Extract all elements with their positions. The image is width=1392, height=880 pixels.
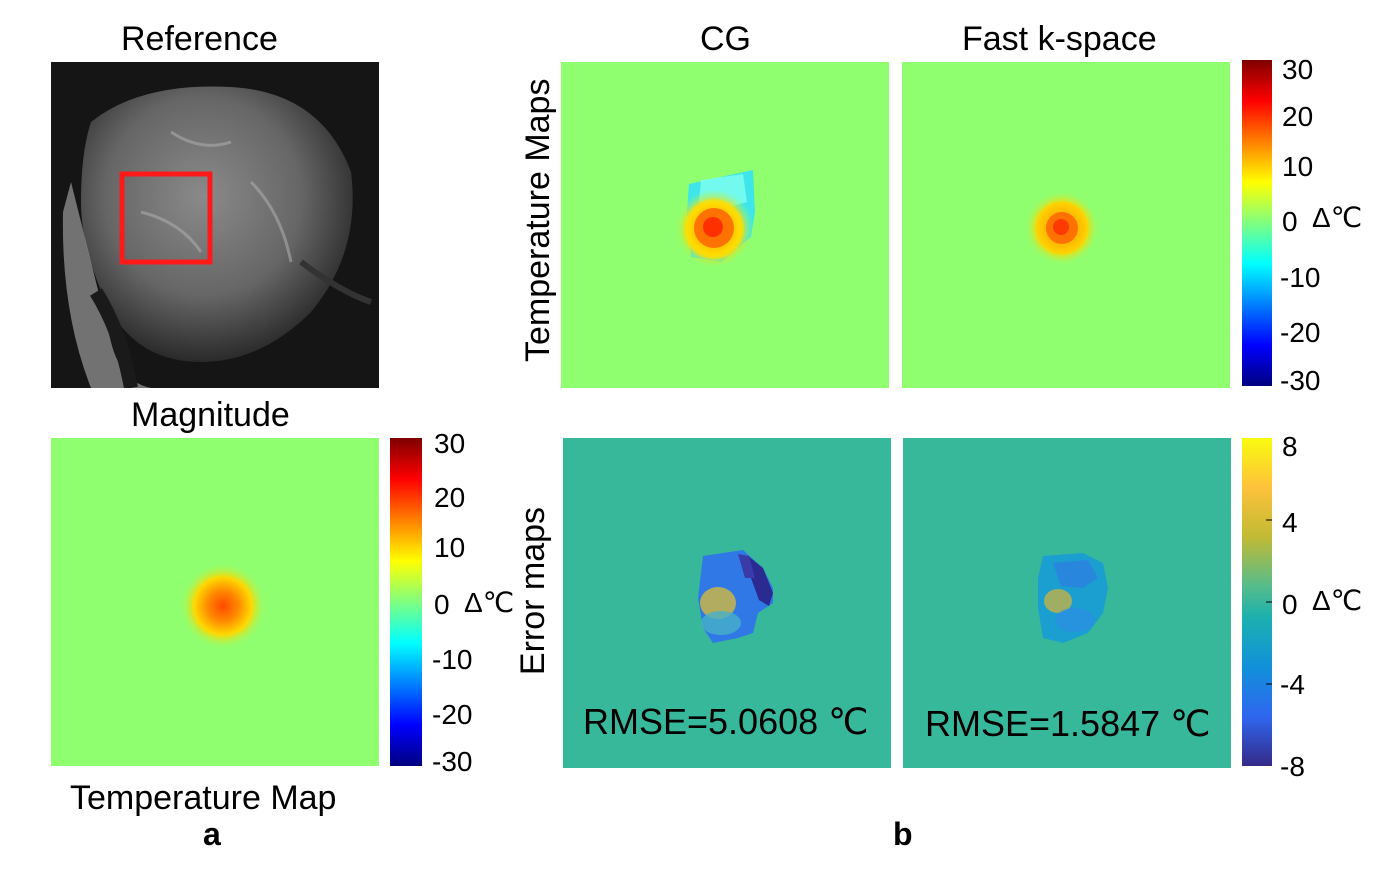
colorbar-b-error-tick: -4 <box>1280 669 1305 700</box>
reference-hotspot <box>179 562 267 650</box>
colorbar-b-error-tick: 8 <box>1282 431 1298 462</box>
colorbar-b-temp-unit: Δ℃ <box>1312 202 1363 233</box>
colorbar-a-tick: 10 <box>434 532 466 563</box>
row-label-temperature-maps: Temperature Maps <box>519 78 557 362</box>
panel-a-letter: a <box>203 816 221 852</box>
magnitude-title: Magnitude <box>131 396 290 434</box>
colorbar-a-tick: -20 <box>432 699 473 730</box>
colorbar-a <box>390 438 422 766</box>
colorbar-a-unit: Δ℃ <box>464 587 515 618</box>
reference-title: Reference <box>121 20 278 58</box>
colorbar-a-tick: -30 <box>432 746 473 777</box>
column-title-fast-kspace: Fast k-space <box>962 20 1157 58</box>
fast-kspace-error-map: RMSE=1.5847 ℃ <box>903 438 1231 768</box>
fast-kspace-temperature-map <box>902 62 1230 388</box>
colorbar-a-tick: 30 <box>434 428 466 459</box>
mri-scan-graphic <box>51 62 379 388</box>
reference-temperature-map <box>51 438 379 766</box>
cg-rmse-label: RMSE=5.0608 ℃ <box>583 701 869 742</box>
colorbar-b-temp-tick: 20 <box>1282 101 1314 132</box>
colorbar-b-temp-tick: -30 <box>1280 365 1321 396</box>
panel-b-letter: b <box>893 816 913 852</box>
colorbar-b-temp-tick: 30 <box>1282 54 1314 85</box>
colorbar-b-temp-tick: 10 <box>1282 151 1314 182</box>
colorbar-b-error-tick: 0 <box>1282 589 1298 620</box>
row-label-error-maps: Error maps <box>514 506 552 676</box>
colorbar-b-error-tick: 4 <box>1282 507 1298 538</box>
fast-kspace-rmse-label: RMSE=1.5847 ℃ <box>925 703 1211 744</box>
colorbar-b-error-tick: -8 <box>1280 751 1305 782</box>
colorbar-b-temp-tick: -10 <box>1280 262 1321 293</box>
colorbar-b-temperature <box>1242 60 1272 386</box>
colorbar-a-tick: 20 <box>434 482 466 513</box>
cg-error-map: RMSE=5.0608 ℃ <box>563 438 891 768</box>
colorbar-b-temp-tick: 0 <box>1282 206 1298 237</box>
cg-temperature-map <box>561 62 889 388</box>
colorbar-b-error-unit: Δ℃ <box>1312 585 1363 616</box>
roi-box <box>119 171 213 265</box>
reference-mri-image <box>51 62 379 388</box>
panel-a-caption: Temperature Map <box>70 779 337 817</box>
column-title-cg: CG <box>700 20 751 58</box>
colorbar-b-temp-tick: -20 <box>1280 317 1321 348</box>
colorbar-a-tick: -10 <box>432 644 473 675</box>
colorbar-b-error <box>1242 438 1272 766</box>
colorbar-a-tick: 0 <box>434 589 450 620</box>
